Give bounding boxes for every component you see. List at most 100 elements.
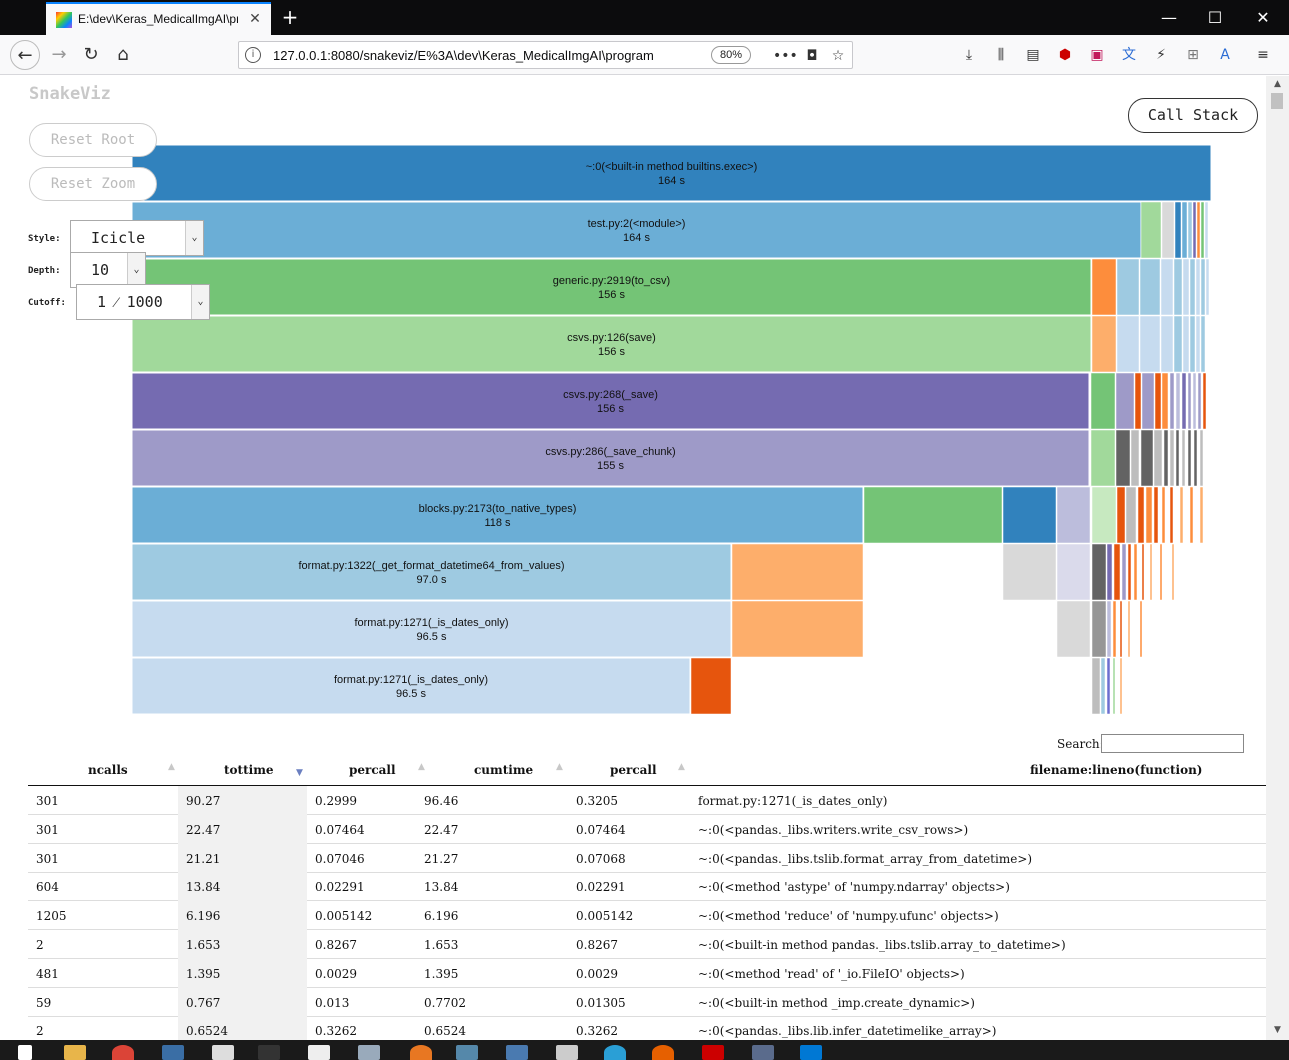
icicle-side-block[interactable] (1137, 486, 1145, 544)
icicle-side-block[interactable] (1199, 429, 1204, 487)
url-bar[interactable]: i 127.0.0.1:8080/snakeviz/E%3A\dev\Keras… (238, 41, 853, 69)
icicle-side-block[interactable] (1187, 372, 1192, 430)
icicle-side-block[interactable] (1197, 372, 1202, 430)
file-explorer-icon[interactable] (64, 1045, 86, 1060)
icicle-side-block[interactable] (1161, 486, 1166, 544)
icicle-side-block[interactable] (1169, 372, 1175, 430)
icicle-side-block[interactable] (1116, 258, 1140, 316)
call-stack-button[interactable]: Call Stack (1128, 98, 1258, 133)
icicle-side-block[interactable] (1139, 315, 1161, 373)
icicle-block[interactable] (131, 258, 1092, 316)
depth-select[interactable]: 10 ⌄ (70, 252, 146, 288)
icicle-block[interactable] (131, 657, 691, 715)
icicle-side-block[interactable] (1090, 372, 1116, 430)
sort-arrows-icon[interactable]: ▲ (678, 762, 685, 772)
icicle-side-block[interactable] (1192, 372, 1197, 430)
icicle-side-block[interactable] (1179, 486, 1184, 544)
icicle-side-block[interactable] (1116, 486, 1126, 544)
forward-arrow-icon[interactable]: → (51, 44, 67, 65)
scroll-thumb[interactable] (1271, 93, 1283, 109)
pocket-icon[interactable]: ◘ (806, 48, 818, 64)
cutoff-select[interactable]: 1 ⁄ 1000 ⌄ (76, 284, 210, 320)
header-percall-cum[interactable]: percall (610, 763, 657, 777)
icicle-side-block[interactable] (1173, 258, 1183, 316)
back-arrow-icon[interactable]: ← (10, 40, 40, 70)
firefox-icon[interactable] (652, 1045, 674, 1060)
icicle-side-block[interactable] (1189, 258, 1196, 316)
icicle-side-block[interactable] (1113, 543, 1121, 601)
table-row[interactable]: 604 13.84 0.02291 13.84 0.02291 ~:0(<method '… (28, 872, 1266, 902)
close-tab-icon[interactable]: ✕ (249, 11, 261, 27)
start-icon[interactable] (18, 1045, 32, 1060)
icicle-side-block[interactable] (1204, 201, 1209, 259)
table-row[interactable]: 301 21.21 0.07046 21.27 0.07068 ~:0(<pandas._… (28, 843, 1266, 873)
icicle-side-block[interactable] (1112, 600, 1117, 658)
icicle-side-block[interactable] (1133, 543, 1138, 601)
icicle-side-block[interactable] (1182, 315, 1190, 373)
window-close-icon[interactable]: ✕ (1256, 8, 1270, 27)
icicle-block[interactable] (131, 315, 1092, 373)
icicle-side-block[interactable] (1193, 429, 1198, 487)
icicle-side-block[interactable] (1205, 258, 1210, 316)
downloads-icon[interactable]: ⤓ (965, 47, 973, 63)
header-tottime[interactable]: tottime (224, 763, 274, 777)
library-icon[interactable]: ⫼ (997, 47, 1005, 63)
table-row[interactable]: 59 0.767 0.013 0.7702 0.01305 ~:0(<built-in m… (28, 987, 1266, 1017)
icicle-side-block[interactable] (1161, 372, 1169, 430)
icicle-side-block[interactable] (1160, 258, 1174, 316)
icicle-side-block[interactable] (1153, 429, 1163, 487)
new-tab-icon[interactable]: + (281, 5, 299, 29)
icicle-side-block[interactable] (1195, 315, 1201, 373)
icicle-side-block[interactable] (1181, 201, 1188, 259)
sidebar-icon[interactable]: ▤ (1026, 47, 1040, 63)
icicle-side-block[interactable] (1121, 543, 1127, 601)
icicle-side-block[interactable] (1130, 429, 1140, 487)
extension-grid-icon[interactable]: ⊞ (1187, 47, 1199, 63)
extension-lightning-icon[interactable]: ⚡ (1156, 47, 1166, 63)
app-icon-3[interactable] (410, 1045, 432, 1060)
icicle-side-block[interactable] (1090, 429, 1116, 487)
icicle-side-block[interactable] (731, 600, 864, 658)
icicle-side-block[interactable] (1002, 486, 1057, 544)
icicle-side-block[interactable] (1153, 486, 1159, 544)
icicle-side-block[interactable] (1189, 315, 1196, 373)
app-icon-8[interactable] (752, 1045, 774, 1060)
icicle-side-block[interactable] (1056, 486, 1091, 544)
icicle-side-block[interactable] (1174, 201, 1182, 259)
icicle-side-block[interactable] (1160, 315, 1174, 373)
home-icon[interactable]: ⌂ (117, 44, 129, 65)
icicle-side-block[interactable] (1202, 372, 1207, 430)
table-row[interactable]: 1205 6.196 0.005142 6.196 0.005142 ~:0(<metho… (28, 901, 1266, 931)
sort-arrows-icon[interactable]: ▲ (168, 762, 175, 772)
calculator-icon[interactable] (308, 1045, 330, 1060)
icicle-side-block[interactable] (1002, 543, 1057, 601)
icicle-side-block[interactable] (1187, 201, 1193, 259)
icicle-side-block[interactable] (1181, 429, 1186, 487)
terminal-icon[interactable] (258, 1045, 280, 1060)
icicle-side-block[interactable] (1139, 600, 1143, 658)
icicle-side-block[interactable] (1154, 372, 1162, 430)
app-icon-4[interactable] (456, 1045, 478, 1060)
icicle-side-block[interactable] (1134, 372, 1142, 430)
icicle-block[interactable] (131, 543, 732, 601)
sort-desc-icon[interactable]: ▼ (296, 768, 303, 778)
maximize-icon[interactable]: ☐ (1207, 8, 1223, 27)
icicle-side-block[interactable] (1159, 543, 1163, 601)
icicle-side-block[interactable] (1115, 429, 1131, 487)
reset-root-button[interactable]: Reset Root (29, 123, 157, 157)
icicle-side-block[interactable] (1171, 543, 1175, 601)
icicle-side-block[interactable] (1091, 315, 1117, 373)
icicle-side-block[interactable] (1169, 486, 1174, 544)
icicle-side-block[interactable] (1173, 315, 1183, 373)
ublock-icon[interactable]: ⬢ (1058, 47, 1072, 63)
icicle-block[interactable] (131, 429, 1090, 487)
reload-icon[interactable]: ↻ (83, 44, 99, 65)
chrome-icon[interactable] (112, 1045, 134, 1060)
scroll-down-icon[interactable]: ▼ (1274, 1025, 1281, 1035)
table-row[interactable]: 2 0.6524 0.3262 0.6524 0.3262 ~:0(<pandas._li… (28, 1016, 1266, 1040)
icicle-side-block[interactable] (1139, 258, 1161, 316)
icicle-side-block[interactable] (1127, 543, 1132, 601)
icicle-side-block[interactable] (1140, 429, 1154, 487)
icicle-side-block[interactable] (1169, 429, 1175, 487)
icicle-side-block[interactable] (1091, 543, 1107, 601)
